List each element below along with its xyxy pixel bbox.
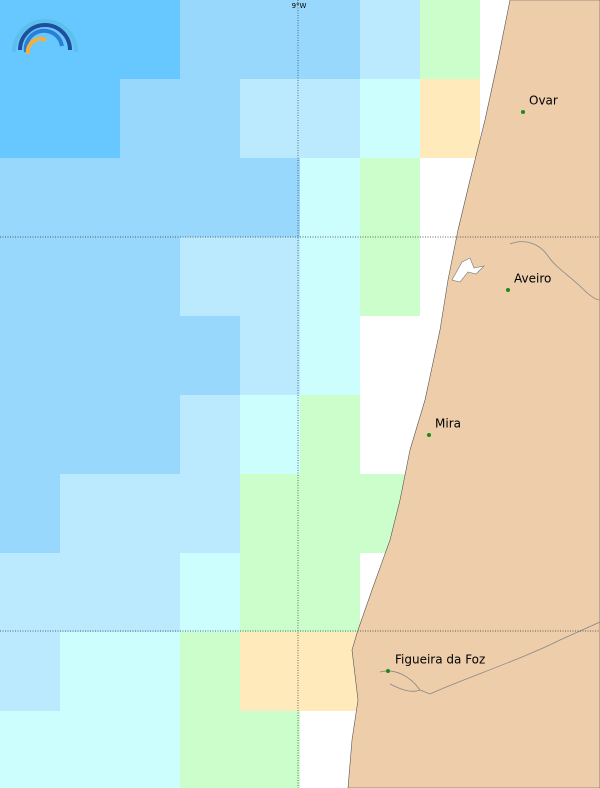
land xyxy=(347,0,600,788)
grid-cell xyxy=(180,158,240,237)
grid-cell xyxy=(180,237,240,316)
grid-cell xyxy=(60,553,120,632)
grid-cell xyxy=(180,79,240,158)
grid-cell xyxy=(0,474,60,553)
grid-cell xyxy=(240,158,300,237)
grid-cell xyxy=(120,553,180,632)
grid-cell xyxy=(300,316,360,395)
grid-cell xyxy=(240,632,300,711)
grid-cell xyxy=(60,474,120,553)
grid-cell xyxy=(180,632,240,711)
grid-cell xyxy=(240,79,300,158)
grid-cell xyxy=(0,632,60,711)
grid-cell xyxy=(60,0,120,79)
grid-cell xyxy=(360,316,420,395)
lagoon xyxy=(451,257,485,283)
grid-cell xyxy=(0,316,60,395)
grid-cell xyxy=(420,0,480,79)
grid-cell xyxy=(0,711,60,788)
grid-cell xyxy=(0,79,60,158)
meridian-label: 9°W xyxy=(292,2,307,10)
grid-cell xyxy=(60,237,120,316)
river xyxy=(379,621,600,695)
grid-cell xyxy=(0,395,60,474)
grid-cell xyxy=(360,237,420,316)
grid-cell xyxy=(420,79,480,158)
place-label: Mira xyxy=(435,417,461,431)
place-dot xyxy=(386,669,390,673)
grid-cell xyxy=(300,395,360,474)
grid-cell xyxy=(300,237,360,316)
grid-cell xyxy=(120,0,180,79)
grid-cell xyxy=(300,474,360,553)
grid-cell xyxy=(240,0,300,79)
places: Ovar Aveiro Mira Figueira da Foz xyxy=(386,94,558,673)
grid-cell xyxy=(180,711,240,788)
cells xyxy=(0,0,480,788)
grid-cell xyxy=(60,316,120,395)
grid-cell xyxy=(180,0,240,79)
grid-cell xyxy=(60,632,120,711)
river xyxy=(509,241,600,301)
grid-cell xyxy=(120,158,180,237)
grid-cell xyxy=(120,316,180,395)
grid-cell xyxy=(240,553,300,632)
grid-cell xyxy=(180,395,240,474)
grid-cell xyxy=(300,158,360,237)
grid-cell xyxy=(240,237,300,316)
grid-cell xyxy=(0,158,60,237)
grid-cell xyxy=(120,79,180,158)
place-label: Aveiro xyxy=(514,272,551,286)
grid-cell xyxy=(120,711,180,788)
grid-cell xyxy=(180,553,240,632)
grid-cell xyxy=(240,711,300,788)
grid-cell xyxy=(60,79,120,158)
place-label: Ovar xyxy=(529,94,558,108)
grid-cell xyxy=(120,632,180,711)
grid-cell xyxy=(300,553,360,632)
grid-cell xyxy=(60,158,120,237)
place-dot xyxy=(506,288,510,292)
grid-cell xyxy=(0,553,60,632)
grid-cell xyxy=(60,395,120,474)
grid-cell xyxy=(360,158,420,237)
grid-cell xyxy=(300,0,360,79)
place-label: Figueira da Foz xyxy=(395,653,485,667)
place-dot xyxy=(427,433,431,437)
grid-cell xyxy=(240,474,300,553)
grid-cell xyxy=(60,711,120,788)
grid-cell xyxy=(240,395,300,474)
grid-cell xyxy=(360,79,420,158)
grid-cell xyxy=(120,474,180,553)
grid-cell xyxy=(360,0,420,79)
grid-cell xyxy=(180,474,240,553)
place-dot xyxy=(521,110,525,114)
grid-cell xyxy=(0,237,60,316)
grid-cell xyxy=(120,395,180,474)
grid-cell xyxy=(300,79,360,158)
grid-cell xyxy=(180,316,240,395)
grid-cell xyxy=(120,237,180,316)
grid-cell xyxy=(300,632,360,711)
grid-cell xyxy=(240,316,300,395)
logo xyxy=(12,19,78,55)
